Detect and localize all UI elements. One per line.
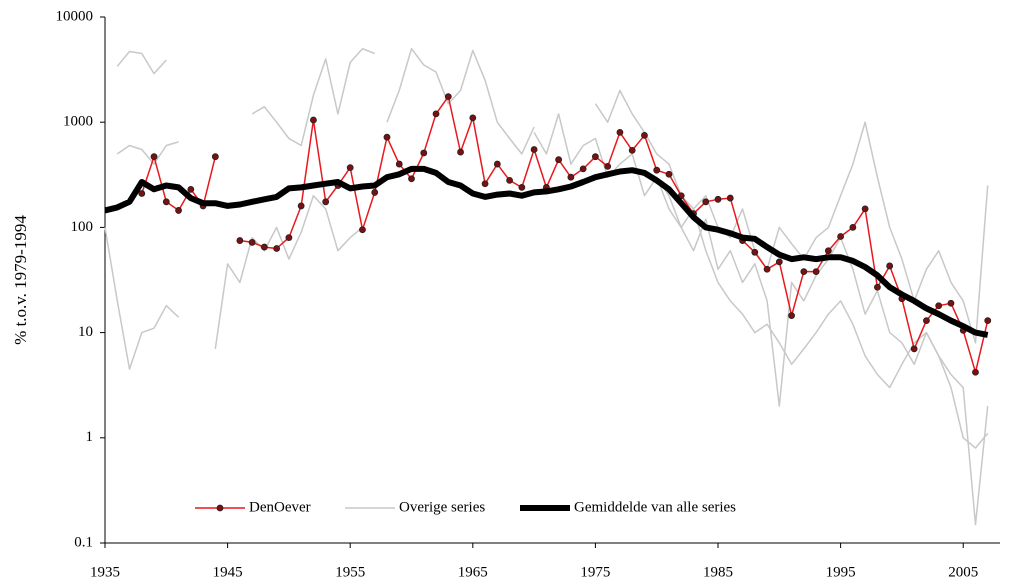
- point: [493, 160, 501, 168]
- point: [457, 148, 464, 156]
- y-tick-label: 0.1: [74, 534, 93, 550]
- point: [861, 205, 869, 213]
- point: [775, 258, 783, 266]
- point: [567, 173, 575, 181]
- point: [310, 116, 317, 124]
- point: [359, 226, 366, 234]
- point: [947, 299, 955, 307]
- point: [175, 207, 182, 214]
- mean-line: [104, 165, 989, 338]
- point: [714, 195, 722, 203]
- point: [849, 223, 857, 231]
- point: [616, 128, 624, 136]
- point: [162, 198, 170, 206]
- legend-label: Gemiddelde van alle series: [574, 499, 736, 515]
- point: [555, 156, 563, 164]
- point: [579, 165, 587, 173]
- other-series-line: [386, 47, 535, 155]
- legend-marker: [216, 504, 224, 512]
- point: [236, 237, 244, 244]
- legend-label: DenOever: [249, 499, 311, 515]
- point: [665, 170, 673, 178]
- point: [138, 190, 146, 197]
- point: [592, 153, 599, 161]
- x-tick-label: 1935: [90, 564, 120, 580]
- point: [260, 243, 268, 251]
- y-tick-label: 10: [78, 324, 93, 340]
- point: [408, 175, 415, 183]
- point: [702, 198, 710, 206]
- x-tick-label: 1945: [213, 564, 243, 580]
- point: [726, 194, 734, 202]
- point: [800, 268, 808, 276]
- point: [886, 262, 894, 270]
- x-tick-label: 1975: [580, 564, 610, 580]
- other-series-line: [656, 176, 989, 449]
- y-tick-label: 10000: [56, 8, 94, 24]
- point: [837, 233, 845, 240]
- y-tick-label: 1000: [63, 114, 93, 130]
- point: [297, 202, 305, 210]
- point: [469, 114, 477, 122]
- point: [641, 131, 648, 139]
- point: [395, 160, 403, 168]
- point: [530, 146, 538, 153]
- y-tick-label: 100: [71, 219, 94, 235]
- point: [187, 185, 195, 193]
- point: [923, 317, 930, 325]
- x-tick-label: 1955: [335, 564, 365, 580]
- other-series-line: [214, 194, 363, 350]
- point: [628, 146, 636, 154]
- point: [984, 317, 992, 325]
- point: [935, 302, 943, 310]
- legend-label: Overige series: [399, 499, 485, 515]
- y-axis-label: % t.o.v. 1979-1994: [11, 215, 30, 345]
- other-series-line: [594, 89, 989, 344]
- other-series-line: [251, 47, 375, 147]
- point: [346, 164, 354, 172]
- point: [383, 133, 391, 141]
- point: [481, 180, 489, 188]
- point: [248, 239, 256, 246]
- point: [910, 345, 918, 353]
- point: [873, 283, 881, 291]
- x-tick-label: 2005: [948, 564, 978, 580]
- x-tick-label: 1965: [458, 564, 488, 580]
- point: [763, 265, 771, 273]
- point: [751, 248, 759, 256]
- other-series-line: [116, 141, 179, 165]
- point: [506, 176, 513, 184]
- x-tick-label: 1985: [703, 564, 733, 580]
- x-tick-label: 1995: [826, 564, 856, 580]
- point: [604, 163, 612, 170]
- y-tick-label: 1: [86, 429, 94, 445]
- other-series-line: [104, 227, 180, 370]
- point: [972, 368, 979, 376]
- point: [812, 268, 820, 276]
- point: [432, 110, 440, 118]
- other-series-line: [116, 50, 167, 75]
- point: [211, 153, 219, 161]
- point: [788, 312, 795, 320]
- point: [420, 149, 428, 157]
- point: [653, 166, 661, 174]
- point: [444, 93, 452, 101]
- point: [273, 245, 281, 252]
- point: [518, 184, 526, 191]
- point: [322, 198, 330, 206]
- point: [285, 234, 293, 241]
- point: [371, 189, 379, 196]
- point: [150, 153, 158, 161]
- point: [824, 247, 832, 255]
